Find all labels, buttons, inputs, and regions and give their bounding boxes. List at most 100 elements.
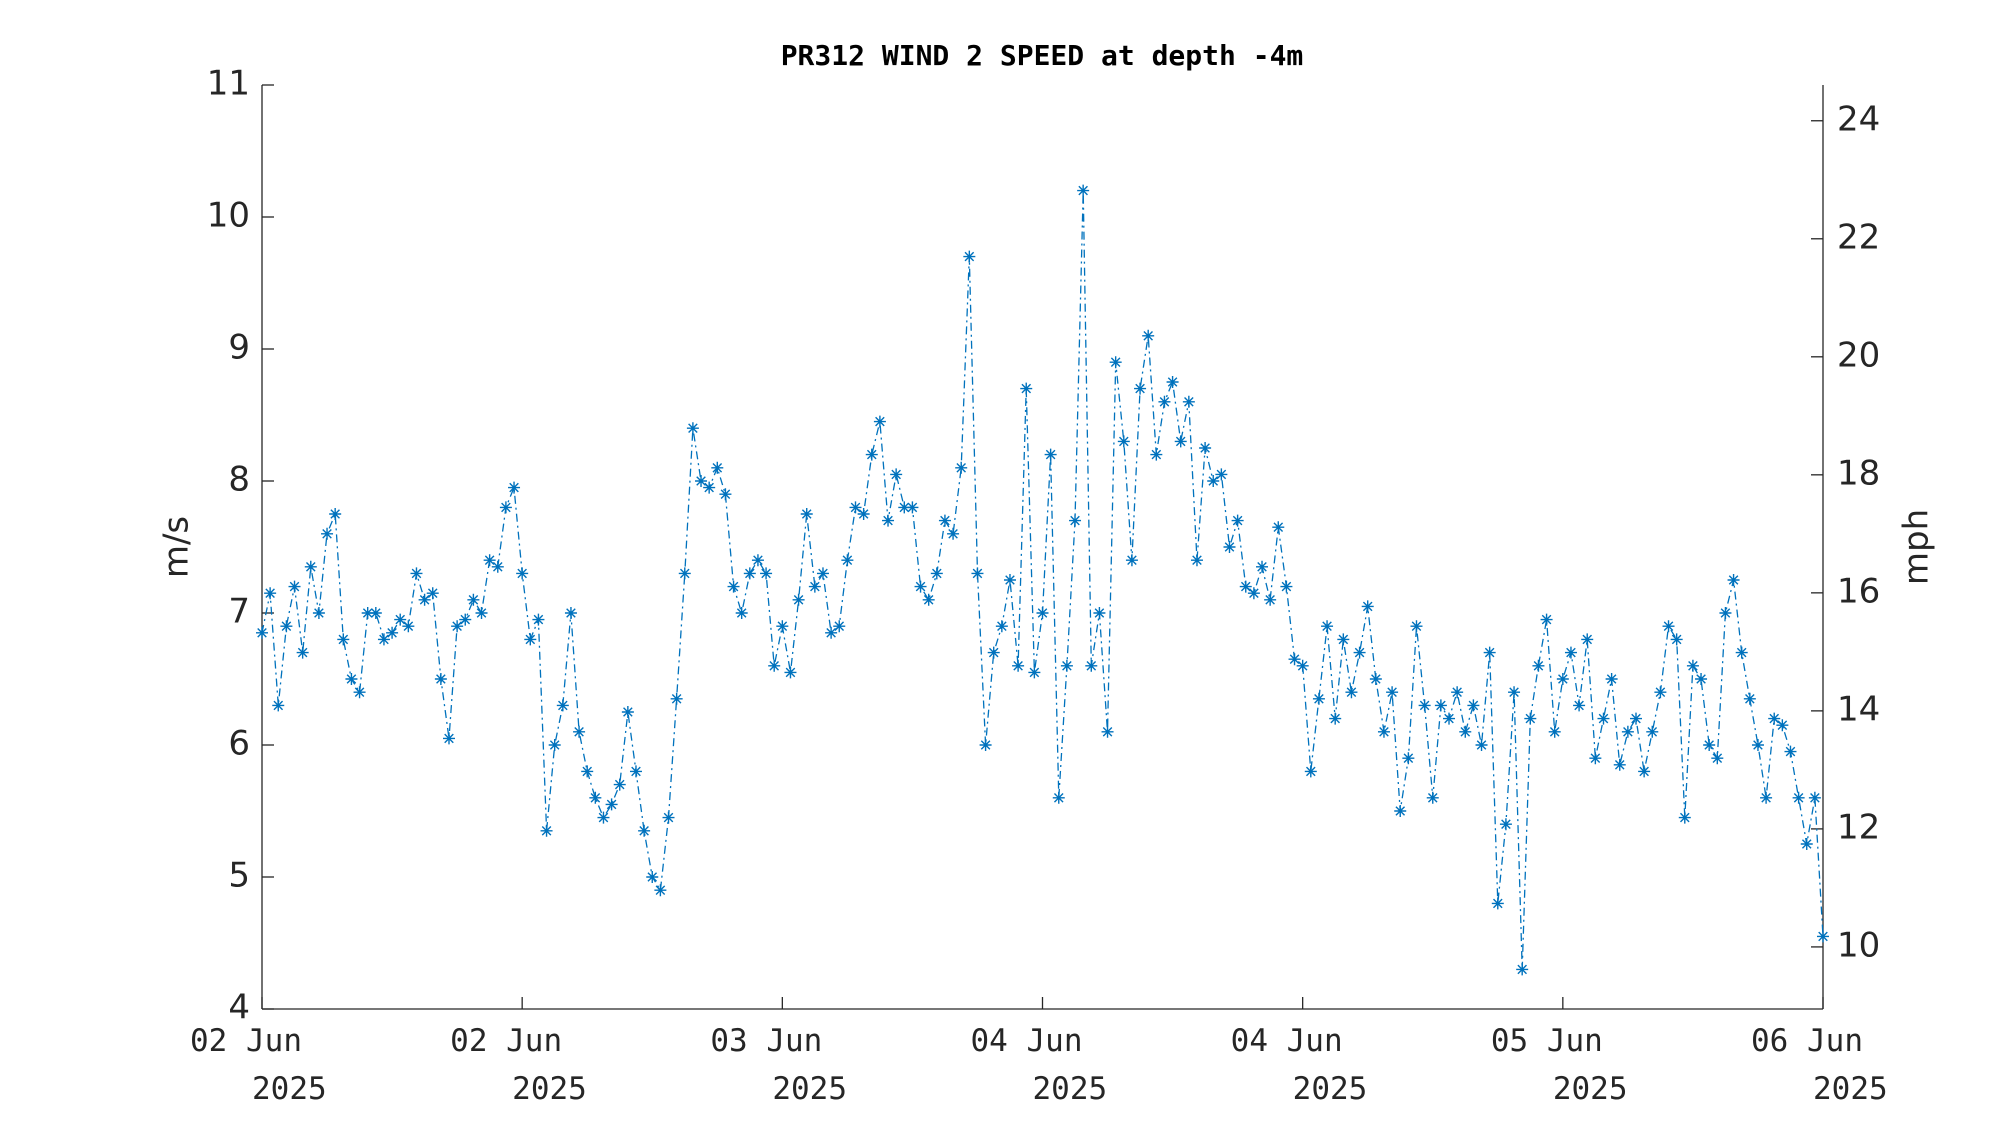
- x-tick-label-line: 05 Jun: [1491, 1023, 1603, 1059]
- x-tick-label-line: 2025: [1033, 1071, 1108, 1107]
- data-point: [1751, 739, 1764, 751]
- data-point: [1337, 633, 1350, 646]
- data-point: [264, 587, 277, 600]
- data-point: [1386, 686, 1399, 699]
- x-tick-label-line: 2025: [1293, 1071, 1368, 1107]
- x-tick-label: 04 Jun 2025: [1231, 1023, 1368, 1107]
- data-point: [890, 468, 903, 481]
- data-point: [312, 607, 325, 619]
- data-point: [304, 560, 317, 573]
- y2-axis-label: mph: [1897, 509, 1937, 585]
- data-point: [1036, 607, 1049, 619]
- data-point: [1800, 838, 1813, 850]
- data-point: [353, 686, 366, 699]
- data-point: [256, 626, 268, 639]
- data-point: [475, 607, 488, 619]
- data-point: [1369, 673, 1382, 685]
- data-point: [1621, 725, 1634, 738]
- y2-tick-label: 24: [1837, 99, 1880, 139]
- data-point: [1150, 448, 1163, 461]
- data-point: [833, 620, 846, 633]
- data-point: [1638, 765, 1651, 778]
- data-point: [1768, 712, 1781, 725]
- data-point: [442, 732, 455, 745]
- data-point: [1719, 607, 1732, 619]
- data-point: [280, 620, 293, 633]
- y-tick-label: 6: [228, 724, 250, 764]
- data-point: [629, 765, 642, 778]
- data-point: [898, 501, 911, 514]
- data-point: [621, 706, 634, 718]
- data-point: [1174, 435, 1187, 448]
- data-point: [695, 475, 708, 487]
- data-point: [1345, 686, 1358, 699]
- data-point: [337, 633, 350, 646]
- x-tick-label-line: 02 Jun: [450, 1023, 562, 1059]
- x-tick-label: 02 Jun 2025: [190, 1023, 327, 1107]
- data-point: [1524, 712, 1537, 725]
- y2-tick-label: 18: [1837, 453, 1880, 493]
- data-point: [418, 593, 431, 606]
- data-point: [1353, 646, 1366, 659]
- data-point: [1686, 659, 1699, 672]
- data-point: [1044, 448, 1057, 461]
- data-point: [394, 613, 407, 626]
- data-point: [979, 739, 992, 751]
- data-point: [1646, 725, 1659, 738]
- chart-title: PR312 WIND 2 SPEED at depth -4m: [781, 39, 1304, 72]
- data-point: [1792, 791, 1805, 804]
- data-point: [800, 508, 813, 520]
- data-point: [410, 567, 423, 580]
- data-point: [451, 620, 464, 633]
- data-point: [369, 607, 382, 619]
- data-point: [1028, 666, 1041, 679]
- data-point: [1247, 587, 1260, 600]
- data-point: [1451, 686, 1464, 699]
- data-point: [1134, 382, 1147, 395]
- x-tick-label-line: 04 Jun: [971, 1023, 1083, 1059]
- y-tick-label: 4: [228, 988, 250, 1028]
- data-point: [1467, 699, 1480, 712]
- data-point: [1597, 712, 1610, 725]
- data-point: [1670, 633, 1683, 646]
- data-point: [524, 633, 537, 646]
- data-point: [296, 646, 309, 659]
- data-point: [719, 488, 732, 501]
- data-point: [1695, 673, 1708, 685]
- data-point: [1662, 620, 1675, 633]
- data-point: [760, 567, 773, 580]
- data-point: [743, 567, 756, 580]
- data-point: [1377, 725, 1390, 738]
- data-point: [288, 580, 301, 593]
- data-point: [361, 607, 374, 619]
- data-point: [1117, 435, 1130, 448]
- data-point: [1020, 382, 1033, 395]
- data-point: [686, 422, 699, 435]
- y-tick-label: 8: [228, 460, 250, 500]
- data-point: [1069, 514, 1082, 527]
- data-point: [1060, 659, 1073, 672]
- data-point: [678, 567, 691, 580]
- data-point: [751, 554, 764, 567]
- data-point: [1548, 725, 1561, 738]
- y-tick-label: 5: [228, 856, 250, 896]
- data-point: [816, 567, 829, 580]
- data-point: [865, 448, 878, 461]
- x-tick-label: 04 Jun 2025: [971, 1023, 1108, 1107]
- data-point: [329, 508, 342, 520]
- data-point: [987, 646, 1000, 659]
- y-tick-label: 11: [207, 64, 250, 104]
- data-point: [508, 481, 521, 494]
- data-point: [1003, 574, 1016, 586]
- data-point: [1776, 719, 1789, 732]
- y2-tick-label: 10: [1837, 925, 1880, 965]
- data-point: [1743, 692, 1756, 705]
- data-point: [1410, 620, 1423, 633]
- data-point: [1125, 554, 1138, 567]
- data-point: [703, 481, 716, 494]
- data-point: [597, 811, 610, 824]
- data-point: [1142, 329, 1155, 342]
- data-point: [1678, 811, 1691, 824]
- data-point: [1703, 739, 1716, 751]
- data-point: [1475, 739, 1488, 751]
